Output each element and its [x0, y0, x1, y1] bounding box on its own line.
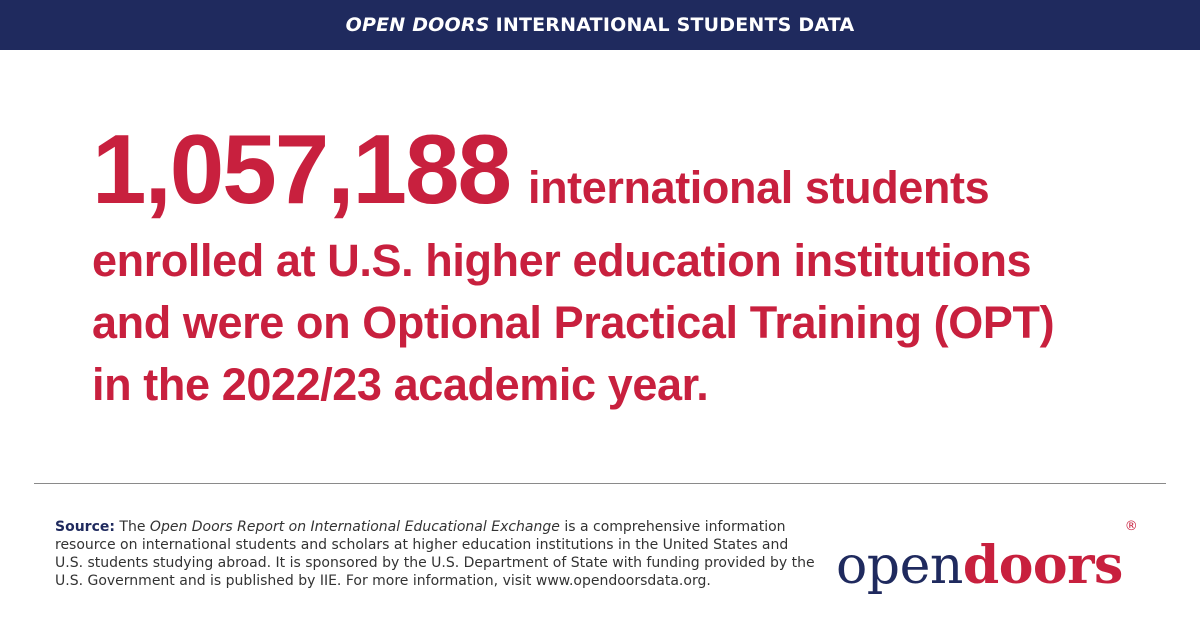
- headline-first-line: 1,057,188 international students: [92, 120, 1162, 218]
- logo-doors: doors: [962, 535, 1123, 596]
- header-title-italic: OPEN DOORS: [345, 14, 490, 36]
- divider: [34, 483, 1166, 484]
- source-intro: The: [119, 519, 146, 535]
- opendoors-logo: open doors ®: [836, 508, 1166, 592]
- report-title: Open Doors Report on International Educa…: [149, 519, 560, 535]
- headline-rest: enrolled at U.S. higher education instit…: [92, 235, 1055, 410]
- source-note: Source: The Open Doors Report on Interna…: [55, 518, 815, 590]
- logo-open: open: [836, 536, 963, 596]
- header-banner: OPEN DOORS INTERNATIONAL STUDENTS DATA: [0, 0, 1200, 50]
- registered-mark: ®: [1124, 519, 1138, 534]
- source-label: Source:: [55, 519, 115, 535]
- headline: 1,057,188 international students enrolle…: [92, 120, 1162, 416]
- header-title: INTERNATIONAL STUDENTS DATA: [495, 14, 855, 36]
- student-count: 1,057,188: [92, 114, 512, 224]
- headline-lead: international students: [527, 162, 990, 213]
- source-text: is a comprehensive information resource …: [55, 519, 815, 589]
